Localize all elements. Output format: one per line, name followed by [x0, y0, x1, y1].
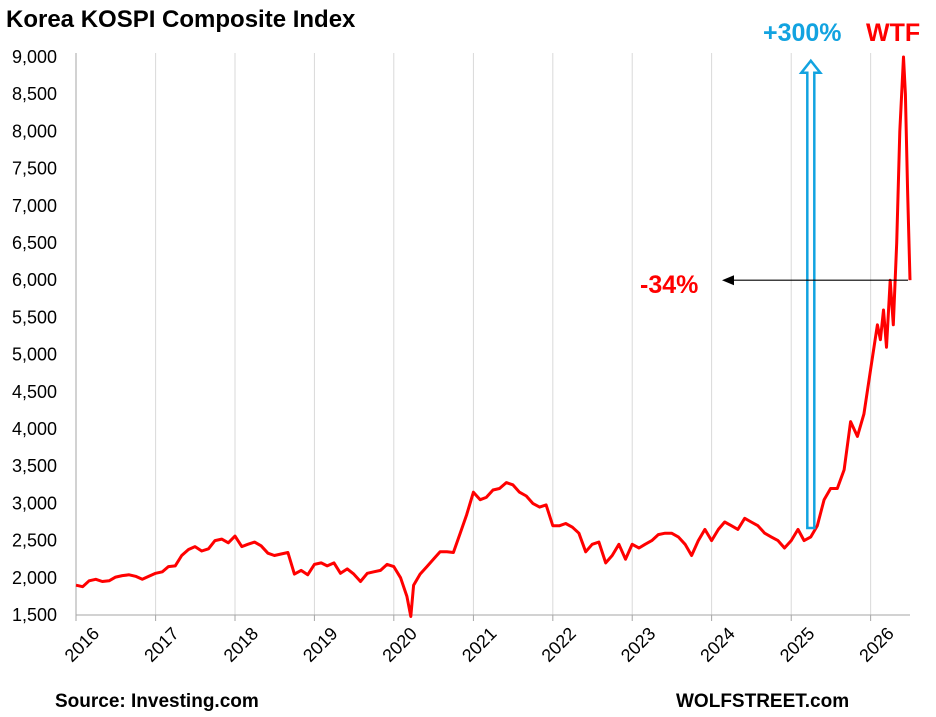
- annotations: +300% WTF -34%: [640, 19, 920, 530]
- y-tick-label: 3,000: [12, 493, 57, 513]
- y-tick-label: 3,500: [12, 456, 57, 476]
- grid-lines: [75, 53, 872, 615]
- brand-text: WOLFSTREET.com: [676, 691, 849, 712]
- x-tick-label: 2022: [538, 623, 580, 665]
- up-annotation-label: +300%: [763, 19, 842, 47]
- y-tick-label: 9,000: [12, 47, 57, 67]
- y-tick-label: 8,500: [12, 84, 57, 104]
- series-line: [75, 55, 912, 618]
- series-group: [75, 55, 912, 618]
- x-tick-label: 2023: [617, 623, 659, 665]
- x-tick-label: 2026: [855, 623, 897, 665]
- y-tick-label: 2,000: [12, 568, 57, 588]
- source-text: Source: Investing.com: [55, 691, 259, 712]
- left-arrow-head: [722, 275, 734, 286]
- x-tick-label: 2024: [696, 623, 738, 665]
- y-tick-label: 2,500: [12, 531, 57, 551]
- y-tick-label: 7,500: [12, 159, 57, 179]
- x-tick-label: 2025: [776, 623, 818, 665]
- x-tick-label: 2017: [140, 623, 182, 665]
- x-tick-label: 2018: [220, 623, 262, 665]
- x-axis: 2016 2017 2018 2019 2020 2021 2022 2023 2024 2025…: [61, 614, 910, 666]
- chart-title: Korea KOSPI Composite Index: [6, 6, 356, 33]
- x-tick-label: 2019: [299, 623, 341, 665]
- x-tick-label: 2021: [458, 623, 500, 665]
- y-tick-label: 8,000: [12, 121, 57, 141]
- wtf-annotation-label: WTF: [866, 19, 920, 47]
- x-tick-label: 2016: [61, 623, 103, 665]
- y-tick-label: 7,000: [12, 196, 57, 216]
- y-tick-label: 5,000: [12, 345, 57, 365]
- y-tick-label: 6,500: [12, 233, 57, 253]
- x-tick-label: 2020: [378, 623, 420, 665]
- y-tick-label: 4,500: [12, 382, 57, 402]
- drop-annotation-label: -34%: [640, 271, 698, 299]
- y-tick-label: 1,500: [12, 605, 57, 625]
- up-arrow: [798, 58, 823, 530]
- y-tick-label: 4,000: [12, 419, 57, 439]
- y-axis: 1,500 2,000 2,500 3,000 3,500 4,000 4,500 5,000…: [12, 47, 77, 625]
- y-tick-label: 6,000: [12, 270, 57, 290]
- y-tick-label: 5,500: [12, 307, 57, 327]
